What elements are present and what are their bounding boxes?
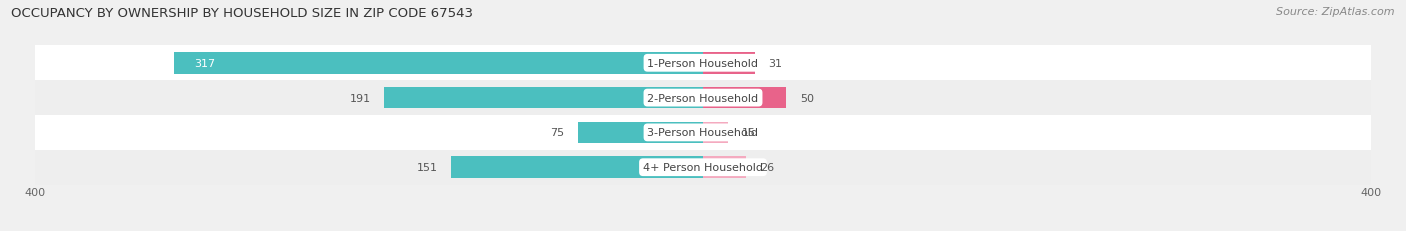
Text: 151: 151 bbox=[416, 162, 437, 173]
Text: 3-Person Household: 3-Person Household bbox=[648, 128, 758, 138]
Text: 75: 75 bbox=[550, 128, 564, 138]
Bar bbox=[703, 87, 786, 109]
Text: 15: 15 bbox=[741, 128, 755, 138]
Text: 2-Person Household: 2-Person Household bbox=[647, 93, 759, 103]
Bar bbox=[578, 122, 703, 144]
Bar bbox=[35, 150, 1371, 185]
Bar bbox=[174, 53, 703, 74]
Bar bbox=[703, 122, 728, 144]
Bar bbox=[451, 157, 703, 178]
Bar bbox=[703, 53, 755, 74]
Text: 317: 317 bbox=[194, 58, 215, 69]
Text: 31: 31 bbox=[768, 58, 782, 69]
Bar bbox=[35, 116, 1371, 150]
Bar bbox=[35, 81, 1371, 116]
Bar bbox=[35, 46, 1371, 81]
Text: 26: 26 bbox=[759, 162, 773, 173]
Text: 50: 50 bbox=[800, 93, 814, 103]
Text: 1-Person Household: 1-Person Household bbox=[648, 58, 758, 69]
Text: 191: 191 bbox=[350, 93, 371, 103]
Text: Source: ZipAtlas.com: Source: ZipAtlas.com bbox=[1277, 7, 1395, 17]
Text: OCCUPANCY BY OWNERSHIP BY HOUSEHOLD SIZE IN ZIP CODE 67543: OCCUPANCY BY OWNERSHIP BY HOUSEHOLD SIZE… bbox=[11, 7, 474, 20]
Bar bbox=[384, 87, 703, 109]
Text: 4+ Person Household: 4+ Person Household bbox=[643, 162, 763, 173]
Bar bbox=[703, 157, 747, 178]
